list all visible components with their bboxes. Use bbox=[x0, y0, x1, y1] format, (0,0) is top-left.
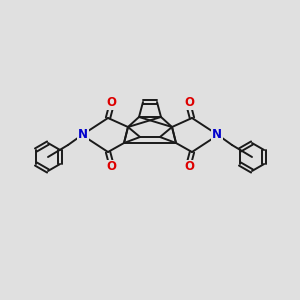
Text: O: O bbox=[106, 160, 116, 173]
Text: N: N bbox=[78, 128, 88, 142]
Text: O: O bbox=[184, 160, 194, 173]
Text: O: O bbox=[106, 97, 116, 110]
Text: O: O bbox=[184, 97, 194, 110]
Text: N: N bbox=[212, 128, 222, 142]
